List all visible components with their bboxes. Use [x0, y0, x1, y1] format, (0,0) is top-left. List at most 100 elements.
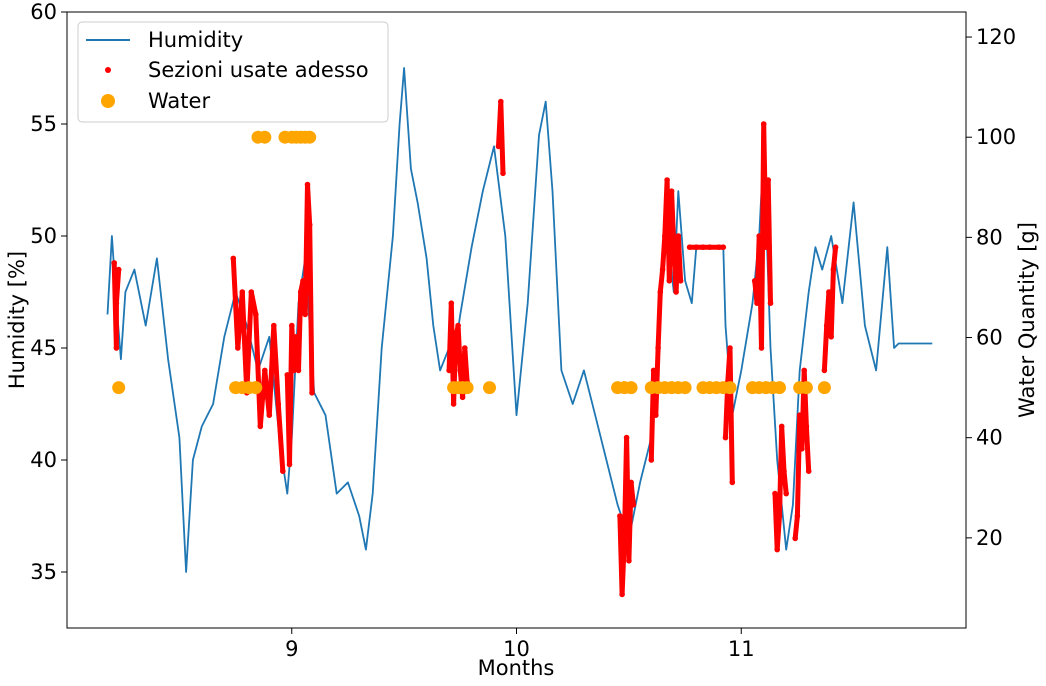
section-point — [727, 345, 733, 351]
x-tick-label: 9 — [285, 637, 298, 661]
section-point — [772, 490, 778, 497]
section-point — [796, 412, 803, 419]
section-point — [673, 289, 679, 295]
section-point — [805, 468, 812, 475]
section-point — [821, 367, 828, 374]
section-point — [671, 244, 677, 250]
section-point — [115, 266, 122, 273]
section-trace-10 — [772, 423, 789, 553]
section-point — [763, 244, 769, 250]
section-point — [630, 502, 637, 508]
section-point — [722, 434, 729, 441]
section-point — [302, 311, 309, 318]
water-point — [483, 381, 496, 395]
section-point — [459, 394, 466, 401]
section-point — [700, 244, 706, 250]
y-tick-label: 35 — [30, 560, 57, 584]
section-point — [623, 434, 630, 441]
x-tick-label: 10 — [503, 637, 530, 661]
section-point — [309, 390, 315, 396]
section-point — [113, 345, 120, 351]
legend-sections-swatch — [105, 67, 111, 73]
water-point — [678, 381, 692, 395]
y2-axis-label: Water Quantity [g] — [1015, 222, 1039, 418]
section-point — [648, 457, 655, 463]
section-point — [823, 322, 830, 329]
section-point — [297, 289, 304, 295]
x-tick-label: 11 — [728, 637, 755, 661]
section-point — [457, 367, 464, 374]
y2-tick-label: 20 — [976, 526, 1003, 550]
section-point — [293, 334, 300, 340]
section-point — [828, 334, 834, 340]
section-point — [304, 181, 311, 188]
section-trace-1 — [230, 255, 286, 474]
water-point — [460, 381, 474, 395]
y-tick-label: 40 — [30, 448, 57, 472]
water-point — [624, 381, 638, 395]
legend-humidity-label: Humidity — [148, 28, 243, 52]
section-point — [650, 367, 657, 374]
section-point — [653, 412, 659, 419]
section-point — [495, 143, 502, 150]
y2-tick-label: 40 — [976, 426, 1003, 450]
section-point — [450, 401, 457, 407]
section-point — [300, 278, 306, 284]
section-point — [289, 322, 295, 329]
section-point — [239, 289, 246, 295]
section-point — [760, 121, 767, 127]
section-point — [280, 468, 286, 475]
section-point — [832, 244, 839, 250]
section-point — [275, 401, 282, 407]
section-point — [621, 535, 628, 542]
section-point — [448, 300, 455, 307]
section-point — [446, 367, 452, 374]
y2-tick-label: 120 — [976, 25, 1016, 49]
section-point — [617, 513, 623, 519]
section-point — [271, 322, 277, 329]
section-point — [794, 513, 801, 519]
section-trace-8 — [723, 345, 735, 485]
section-point — [262, 367, 268, 374]
section-point — [754, 300, 760, 307]
legend: Humidity Sezioni usate adesso Water — [77, 21, 389, 123]
section-point — [500, 170, 506, 177]
section-point — [758, 345, 765, 351]
y-tick-label: 45 — [30, 336, 57, 360]
section-point — [266, 412, 273, 419]
section-point — [668, 188, 675, 194]
section-point — [619, 591, 625, 598]
section-point — [291, 367, 297, 374]
section-point — [462, 345, 468, 351]
section-point — [666, 278, 673, 284]
section-point — [113, 300, 120, 307]
section-point — [774, 546, 780, 553]
section-point — [628, 479, 634, 486]
section-point — [792, 535, 798, 542]
y-tick-label: 50 — [30, 224, 57, 248]
section-point — [295, 367, 302, 374]
water-point — [112, 381, 126, 395]
section-point — [257, 423, 264, 430]
legend-water-label: Water — [148, 89, 210, 113]
section-point — [111, 260, 117, 266]
water-point — [249, 381, 263, 395]
section-point — [453, 334, 459, 340]
section-point — [756, 233, 762, 239]
section-point — [781, 468, 787, 475]
section-point — [830, 266, 837, 273]
section-point — [826, 289, 832, 295]
section-point — [783, 490, 789, 497]
section-point — [664, 177, 670, 183]
section-point — [235, 345, 241, 351]
section-point — [767, 300, 774, 307]
section-point — [799, 446, 805, 452]
legend-box — [77, 21, 389, 123]
section-point — [230, 255, 237, 262]
section-point — [675, 233, 682, 239]
section-point — [729, 479, 736, 486]
section-point — [306, 222, 313, 228]
section-point — [657, 289, 664, 295]
section-point — [626, 558, 632, 564]
